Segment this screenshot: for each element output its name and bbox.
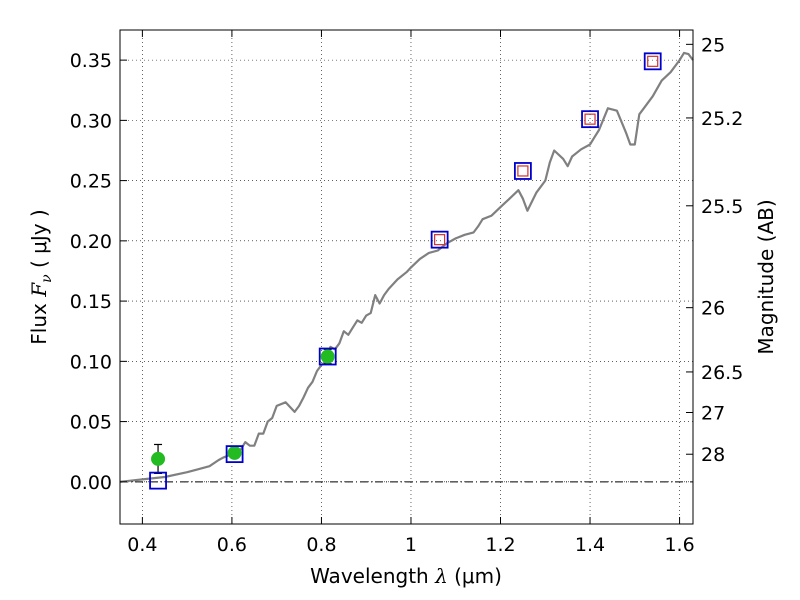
- x-tick-label: 0.6: [217, 534, 247, 556]
- y-tick-label: 0.05: [70, 412, 112, 434]
- y-tick-label: 0.25: [70, 171, 112, 193]
- model-square: [318, 347, 337, 366]
- model-square: [513, 162, 532, 180]
- y2-axis-label: Magnitude (AB): [754, 199, 778, 354]
- model-square-inner: [584, 113, 596, 125]
- data-layer: [119, 51, 694, 490]
- axis-layer: 0.4 0.6 0.8 1 1.2 1.4 1.6 0.00 0.05 0.10 0.15 0.20 0…: [70, 30, 743, 556]
- mag-tick-label: 27: [701, 402, 725, 424]
- spectrum-line: [119, 51, 694, 483]
- x-tick-label: 1.4: [575, 534, 605, 556]
- mag-tick-label: 28: [701, 444, 725, 466]
- observed-point: [227, 445, 242, 460]
- grid-layer: [120, 30, 693, 524]
- model-square: [225, 445, 244, 464]
- observed-point: [151, 451, 166, 466]
- model-square-inner: [647, 55, 659, 67]
- x-tick-label: 0.4: [127, 534, 157, 556]
- mag-tick-label: 25.5: [701, 196, 743, 218]
- model-square-inner: [434, 234, 446, 246]
- model-square: [430, 230, 449, 249]
- x-tick-label: 0.8: [306, 534, 336, 556]
- model-square: [581, 110, 599, 129]
- observed-point: [320, 349, 335, 364]
- plot-frame: [119, 29, 694, 525]
- model-square-inner: [517, 165, 529, 177]
- y-tick-label: 0.10: [70, 351, 112, 373]
- x-tick-label: 1: [405, 534, 417, 556]
- y-axis-label: Flux Fν ( μJy ): [27, 209, 55, 344]
- y-tick-label: 0.15: [70, 291, 112, 313]
- mag-tick-label: 25: [701, 34, 725, 56]
- y-tick-label: 0.00: [70, 472, 112, 494]
- y-tick-label: 0.20: [70, 231, 112, 253]
- model-square: [643, 52, 662, 71]
- y-tick-label: 0.30: [70, 110, 112, 132]
- mag-tick-label: 26: [701, 298, 725, 320]
- x-tick-label: 1.6: [664, 534, 694, 556]
- mag-tick-label: 25.2: [701, 108, 743, 130]
- mag-tick-label: 26.5: [701, 362, 743, 384]
- y-tick-label: 0.35: [70, 50, 112, 72]
- model-square: [149, 471, 167, 490]
- x-tick-label: 1.2: [485, 534, 515, 556]
- x-axis-label: Wavelength λ (μm): [310, 564, 502, 588]
